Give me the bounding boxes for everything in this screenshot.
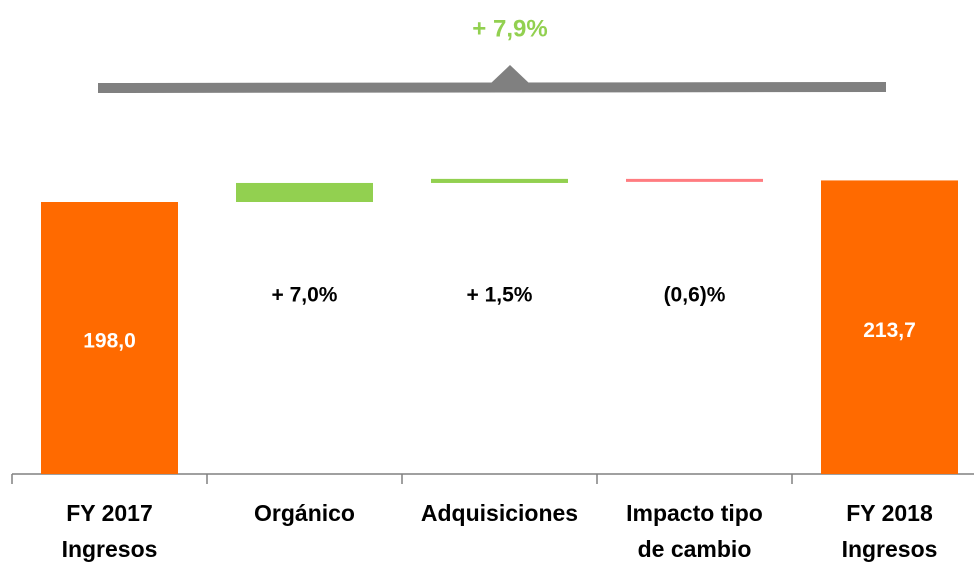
value-label: 198,0 [83,330,136,353]
x-tick-label: Adquisiciones [421,500,578,526]
x-tick-label: FY 2017 [66,500,153,526]
value-label: 213,7 [863,319,916,342]
value-label: + 7,0% [272,284,338,307]
x-tick-label: Ingresos [62,536,158,562]
total-bracket [97,82,887,93]
step-bar [626,178,763,182]
step-bar [431,178,568,183]
total-change-label: + 7,9% [472,15,547,42]
step-bar [236,182,373,202]
total-bar [41,202,178,474]
total-bar [821,180,958,475]
x-tick-label: de cambio [638,536,752,562]
x-tick-label: Orgánico [254,500,355,526]
x-tick-label: Ingresos [842,536,938,562]
x-tick-label: Impacto tipo [626,500,763,526]
bracket-pointer [490,65,530,84]
value-label: (0,6)% [664,284,726,307]
value-label: + 1,5% [467,284,533,307]
x-tick-label: FY 2018 [846,500,933,526]
